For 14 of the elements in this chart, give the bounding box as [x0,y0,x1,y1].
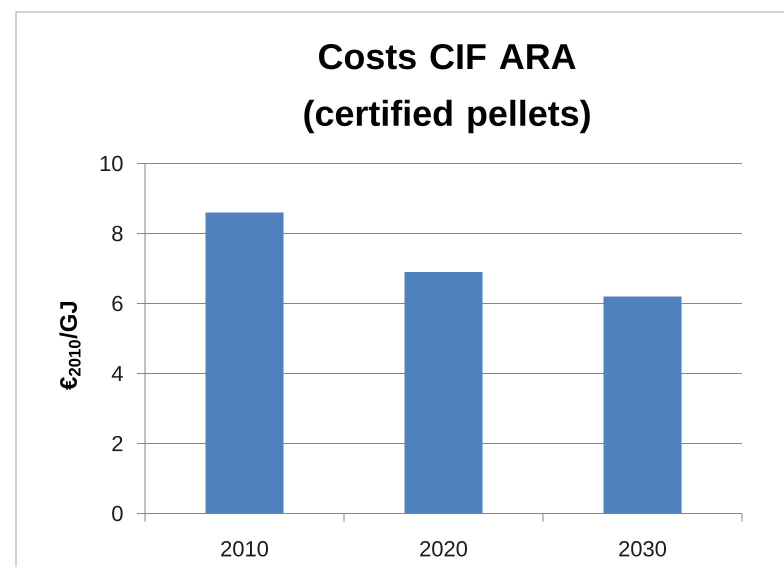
y-tick-label: 8 [112,226,123,242]
bar [206,212,284,514]
y-tick-label: 6 [112,296,123,312]
x-tick-label: 2020 [420,541,468,557]
y-tick-label: 2 [112,436,122,452]
bar [604,296,682,514]
x-tick-label: 2030 [619,541,666,557]
chart-title: Costs CIF ARA (certified pellets) [304,44,590,134]
x-tick-label: 2010 [221,541,268,557]
y-axis-title: €$_{2010}$/GJ [59,302,81,390]
y-tick-label: 0 [112,506,123,522]
y-tick-label: 4 [112,366,123,382]
y-tick-label: 10 [100,156,123,172]
bar [404,272,483,514]
